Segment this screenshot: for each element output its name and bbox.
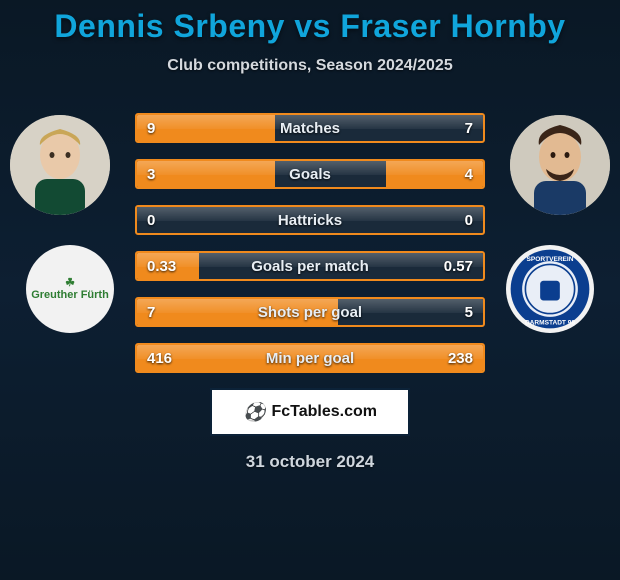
svg-text:SPORTVEREIN: SPORTVEREIN (527, 256, 574, 263)
subtitle: Club competitions, Season 2024/2025 (0, 57, 620, 75)
stat-label: Goals per match (135, 251, 485, 281)
stat-bars: 9Matches7 3Goals4 0Hattricks0 0.33Goals per… (135, 113, 485, 389)
stat-label: Matches (135, 113, 485, 143)
stat-value-right: 5 (465, 297, 473, 327)
brand-box: ⚽ FcTables.com (210, 388, 410, 436)
stat-row: 0.33Goals per match0.57 (135, 251, 485, 281)
svg-text:DARMSTADT 98: DARMSTADT 98 (525, 319, 575, 326)
comparison-chart: ☘ Greuther Fürth SPORTVEREIN DARMSTADT 9… (0, 105, 620, 370)
stat-row: 416Min per goal238 (135, 343, 485, 373)
stat-value-right: 7 (465, 113, 473, 143)
stat-row: 0Hattricks0 (135, 205, 485, 235)
player1-club-crest: ☘ Greuther Fürth (26, 245, 114, 333)
stat-value-right: 4 (465, 159, 473, 189)
player2-avatar (510, 115, 610, 215)
stat-label: Min per goal (135, 343, 485, 373)
stat-row: 7Shots per goal5 (135, 297, 485, 327)
stat-value-right: 0.57 (444, 251, 473, 281)
stat-row: 3Goals4 (135, 159, 485, 189)
stat-label: Hattricks (135, 205, 485, 235)
player2-club-crest: SPORTVEREIN DARMSTADT 98 (506, 245, 594, 333)
stat-value-right: 0 (465, 205, 473, 235)
stat-label: Shots per goal (135, 297, 485, 327)
brand-text: FcTables.com (271, 403, 377, 421)
page-title: Dennis Srbeny vs Fraser Hornby (0, 0, 620, 45)
stat-value-right: 238 (448, 343, 473, 373)
brand-icon: ⚽ (243, 402, 265, 423)
stat-row: 9Matches7 (135, 113, 485, 143)
date-text: 31 october 2024 (0, 452, 620, 472)
club1-name: Greuther Fürth (31, 289, 109, 301)
player1-avatar (10, 115, 110, 215)
stat-label: Goals (135, 159, 485, 189)
